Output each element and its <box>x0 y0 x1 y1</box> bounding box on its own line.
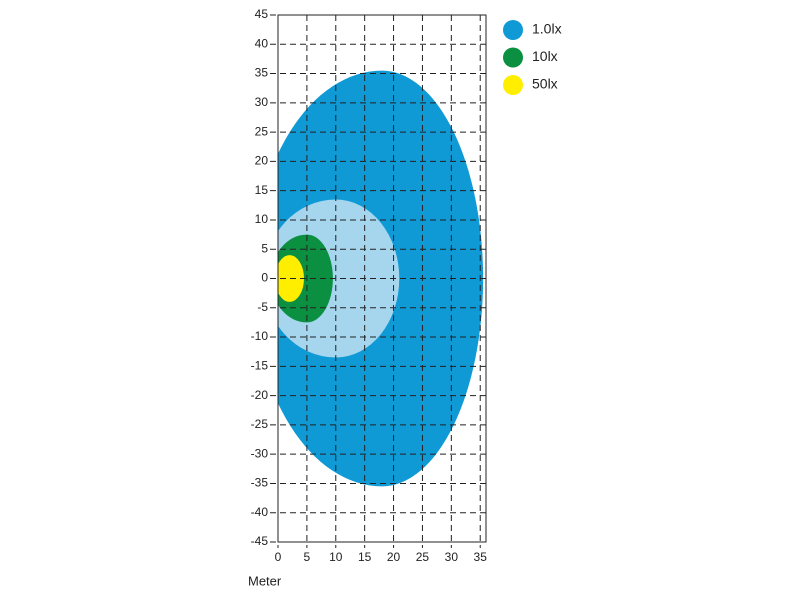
legend-marker <box>503 47 523 68</box>
y-tick-label: 25 <box>255 124 269 138</box>
y-tick-label: -20 <box>251 388 269 402</box>
y-tick-label: -15 <box>251 359 269 373</box>
x-tick-label: 20 <box>387 550 401 564</box>
legend-label: 1.0lx <box>532 21 562 37</box>
y-tick-label: -25 <box>251 417 269 431</box>
y-tick-label: 5 <box>261 241 268 255</box>
isolux-region <box>278 255 304 302</box>
y-tick-label: 45 <box>255 7 269 21</box>
plot-frame <box>277 14 487 543</box>
x-tick-label: 10 <box>329 550 343 564</box>
legend-label: 10lx <box>532 48 558 64</box>
y-tick-label: 10 <box>255 212 269 226</box>
legend-marker <box>503 75 523 95</box>
y-tick-label: 35 <box>255 66 269 80</box>
x-tick-label: 30 <box>445 550 459 564</box>
axes: -45 -40 -35 -30 -25 -20 -15 -10 -5 0 5 10 15 20 25 30 35… <box>251 7 562 564</box>
y-tick-label: -35 <box>251 476 269 490</box>
y-tick-label: -45 <box>251 534 269 548</box>
plot-area <box>278 70 484 487</box>
y-tick-label: -30 <box>251 446 269 460</box>
y-tick-label: -10 <box>251 329 269 343</box>
legend-label: 50lx <box>532 76 558 92</box>
y-tick-label: -5 <box>257 300 268 314</box>
y-tick-label: 40 <box>255 36 269 50</box>
x-tick-label: 0 <box>275 550 282 564</box>
x-tick-label: 25 <box>416 550 430 564</box>
x-tick-label: 35 <box>474 550 488 564</box>
legend-marker <box>503 20 523 40</box>
y-tick-label: 30 <box>255 95 269 109</box>
y-tick-label: -40 <box>251 505 269 519</box>
y-tick-label: 15 <box>255 183 269 197</box>
x-tick-label: 5 <box>304 550 311 564</box>
x-tick-label: 15 <box>358 550 372 564</box>
x-axis-label: Meter <box>248 573 282 588</box>
y-tick-label: 0 <box>261 271 268 285</box>
y-tick-label: 20 <box>255 154 269 168</box>
